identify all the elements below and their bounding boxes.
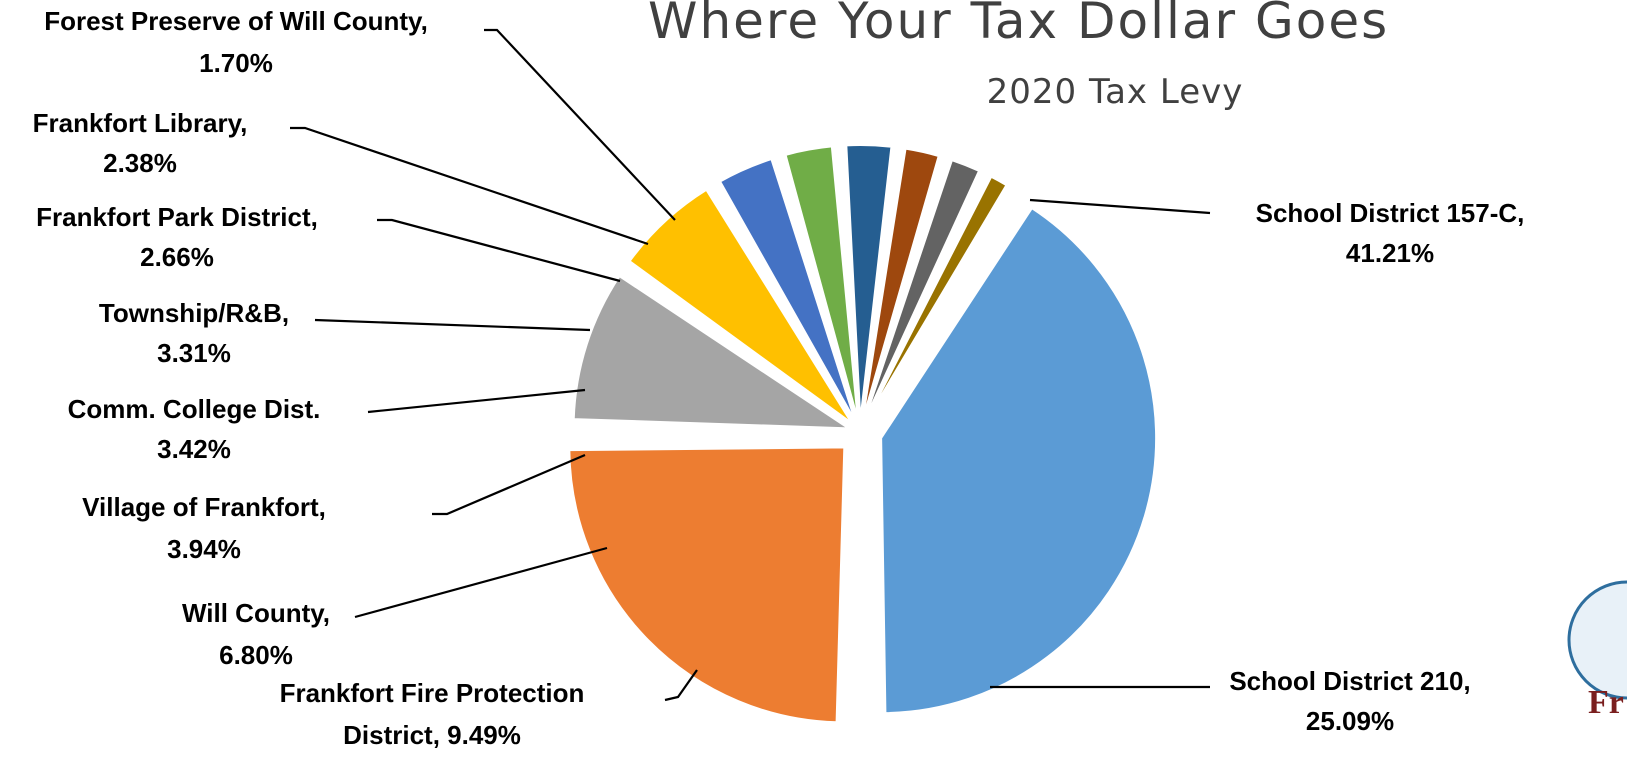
pie-slice-1 <box>880 206 1158 715</box>
slice-label-name-2: School District 210, <box>1229 666 1470 696</box>
pie-slice-10 <box>864 175 1008 423</box>
slice-label-name-10: Forest Preserve of Will County, <box>44 6 428 36</box>
leader-line-6 <box>367 388 586 414</box>
slice-label-value-9: 2.38% <box>103 148 177 178</box>
slice-label-name-3: Frankfort Fire Protection <box>280 678 585 708</box>
slice-label-value-2: 25.09% <box>1306 706 1394 736</box>
leader-line-7 <box>314 318 591 332</box>
leader-line-1 <box>1029 198 1211 215</box>
slice-label-name-4: Will County, <box>182 598 330 628</box>
leader-line-10 <box>484 28 676 221</box>
pie-slice-9 <box>863 158 981 422</box>
leader-line-8 <box>377 218 621 283</box>
pie-slice-5 <box>718 157 857 422</box>
slice-label-value-4: 6.80% <box>219 640 293 670</box>
pie-slice-8 <box>861 147 940 421</box>
slice-label-name-8: Frankfort Park District, <box>36 202 318 232</box>
logo-text: Fr <box>1588 684 1624 721</box>
slice-label-value-10: 1.70% <box>199 48 273 78</box>
slice-label-value-7: 3.31% <box>157 338 231 368</box>
leader-lines <box>290 28 1211 702</box>
slice-label-name-7: Township/R&B, <box>99 298 289 328</box>
leader-line-9 <box>290 126 649 246</box>
slice-label-value-5: 3.94% <box>167 534 241 564</box>
slice-labels: School District 157-C, 41.21% School Distr… <box>33 6 1525 750</box>
logo-emblem <box>1567 580 1627 700</box>
chart-title: Where Your Tax Dollar Goes <box>648 0 1389 50</box>
slice-label-name-1: School District 157-C, <box>1256 198 1525 228</box>
slice-label-name-6: Comm. College Dist. <box>68 394 321 424</box>
slice-label-name-5: Village of Frankfort, <box>82 492 326 522</box>
slice-label-value-8: 2.66% <box>140 242 214 272</box>
pie-slice-7 <box>845 144 893 421</box>
leader-line-3 <box>664 669 698 702</box>
leader-line-4 <box>354 546 608 619</box>
logo: Fr <box>1567 580 1627 721</box>
leader-line-5 <box>432 453 586 516</box>
pie-slice-6 <box>784 145 859 421</box>
slice-label-value-3: District, 9.49% <box>343 720 521 750</box>
pie-slices <box>568 144 1158 724</box>
chart-subtitle: 2020 Tax Levy <box>987 72 1244 112</box>
pie-slice-4 <box>628 188 853 425</box>
slice-label-value-1: 41.21% <box>1346 238 1434 268</box>
pie-slice-2 <box>568 446 846 724</box>
pie-slice-3 <box>572 274 853 430</box>
slice-label-value-6: 3.42% <box>157 434 231 464</box>
slice-label-name-9: Frankfort Library, <box>33 108 248 138</box>
